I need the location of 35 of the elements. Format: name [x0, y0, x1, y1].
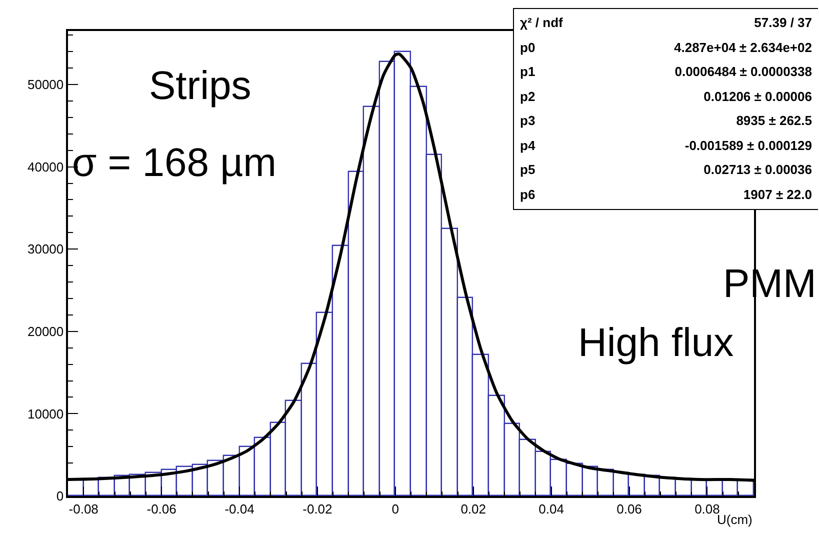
x-tick-label: 0: [392, 501, 400, 516]
annotation: p0: [520, 38, 536, 57]
annotation: p4: [520, 136, 536, 155]
annotation: p1: [520, 63, 536, 81]
annotation: 8935 ± 262.5: [736, 112, 812, 130]
annotation: 0.01206 ± 0.00006: [704, 88, 812, 106]
x-tick-label: 0.04: [538, 501, 564, 516]
annotation: p3: [520, 112, 536, 130]
text: χ² / ndf: [520, 14, 563, 32]
x-tick-label: -0.02: [302, 501, 332, 516]
annotation: 4.287e+04 ± 2.634e+02: [674, 38, 812, 56]
x-tick-label: -0.04: [224, 501, 254, 516]
x-tick-label: 0.06: [616, 501, 642, 516]
y-tick-label: 0: [56, 488, 64, 504]
y-tick-label: 40000: [27, 159, 64, 174]
y-tick-label: 20000: [27, 324, 64, 339]
annotation: 1907 ± 22.0: [743, 186, 812, 204]
x-axis-title: U(cm): [717, 512, 752, 527]
annotation: p6: [520, 186, 536, 204]
annotation: High flux: [578, 321, 734, 365]
annotation: σ = 168 µm: [72, 141, 276, 185]
annotation: 0.02713 ± 0.00036: [704, 161, 812, 179]
x-tick-label: -0.08: [68, 501, 98, 516]
annotation: p5: [520, 161, 536, 179]
annotation: 0.0006484 ± 0.0000338: [674, 63, 812, 81]
y-tick-label: 10000: [27, 406, 64, 422]
x-tick-label: 0.08: [694, 501, 720, 516]
annotation: -0.001589 ± 0.000129: [684, 136, 812, 154]
y-tick-label: 50000: [27, 77, 64, 92]
annotation: p2: [520, 88, 536, 106]
y-tick-label: 30000: [27, 242, 64, 257]
text: 57.39 / 37: [754, 14, 812, 32]
x-tick-label: 0.02: [460, 501, 486, 516]
annotation: Strips: [149, 64, 252, 108]
x-tick-label: -0.06: [146, 501, 176, 516]
